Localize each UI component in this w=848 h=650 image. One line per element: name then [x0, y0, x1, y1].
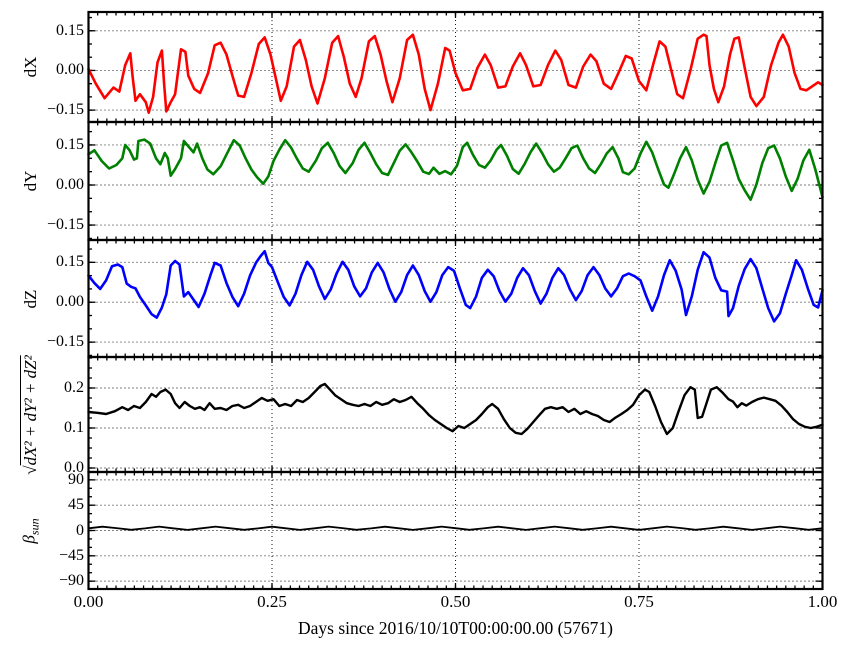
y-tick-label: −0.15 — [46, 216, 84, 234]
y-tick-label: 0.15 — [56, 253, 84, 271]
y-tick-label: 45 — [68, 496, 84, 514]
y-tick-label: −45 — [58, 546, 84, 564]
dZ-series — [87, 249, 824, 323]
ylabel-dZ: dZ — [21, 289, 40, 308]
y-tick-label: −0.15 — [46, 101, 84, 119]
y-tick-label: −90 — [58, 572, 84, 590]
panel-dZ — [87, 238, 824, 359]
y-tick-label: 0.15 — [56, 135, 84, 153]
y-tick-label: 0.00 — [56, 293, 84, 311]
grid-dZ — [88, 240, 823, 357]
x-tick-label: 0.25 — [257, 592, 287, 611]
y-tick-label: 0.15 — [56, 21, 84, 39]
y-tick-label: 90 — [68, 470, 84, 488]
panel-beta_sun — [87, 470, 824, 591]
magnitude-series — [87, 382, 824, 436]
ylabel-dX: dX — [21, 56, 40, 78]
frame-dZ — [87, 238, 824, 359]
ticks-beta_sun — [87, 472, 824, 589]
ylabel-magnitude: √dX² + dY² + dZ² — [21, 354, 40, 475]
panel-dY — [87, 120, 824, 242]
x-tick-label: 1.00 — [807, 592, 838, 611]
ylabel-dY: dY — [21, 170, 40, 192]
grid-magnitude — [88, 357, 823, 472]
y-tick-label: 0.2 — [64, 379, 84, 396]
x-axis-label: Days since 2016/10/10T00:00:00.00 (57671… — [298, 618, 613, 638]
beta_sun-series — [87, 525, 824, 531]
panel-dX — [87, 10, 824, 124]
panel-magnitude — [87, 355, 824, 474]
y-tick-label: 0.00 — [56, 176, 84, 193]
y-tick-label: 0.0 — [64, 459, 84, 476]
dY-series — [87, 138, 824, 201]
x-tick-label: 0.00 — [73, 592, 104, 611]
dX-series — [87, 33, 824, 114]
x-tick-label: 0.75 — [624, 592, 654, 611]
ylabel-beta_sun: βsun — [19, 517, 42, 544]
grid-beta_sun — [88, 472, 823, 589]
grid-dX — [88, 12, 823, 122]
ticks-magnitude — [87, 357, 824, 472]
frame-magnitude — [87, 355, 824, 474]
x-tick-label: 0.50 — [440, 592, 471, 611]
ticks-dZ — [87, 240, 824, 357]
frame-beta_sun — [87, 470, 824, 591]
y-tick-label: 0.1 — [64, 419, 84, 436]
y-tick-label: 0 — [76, 521, 84, 539]
y-tick-label: 0.00 — [56, 61, 84, 79]
grid-dY — [88, 122, 823, 240]
y-tick-label: −0.15 — [46, 333, 84, 351]
